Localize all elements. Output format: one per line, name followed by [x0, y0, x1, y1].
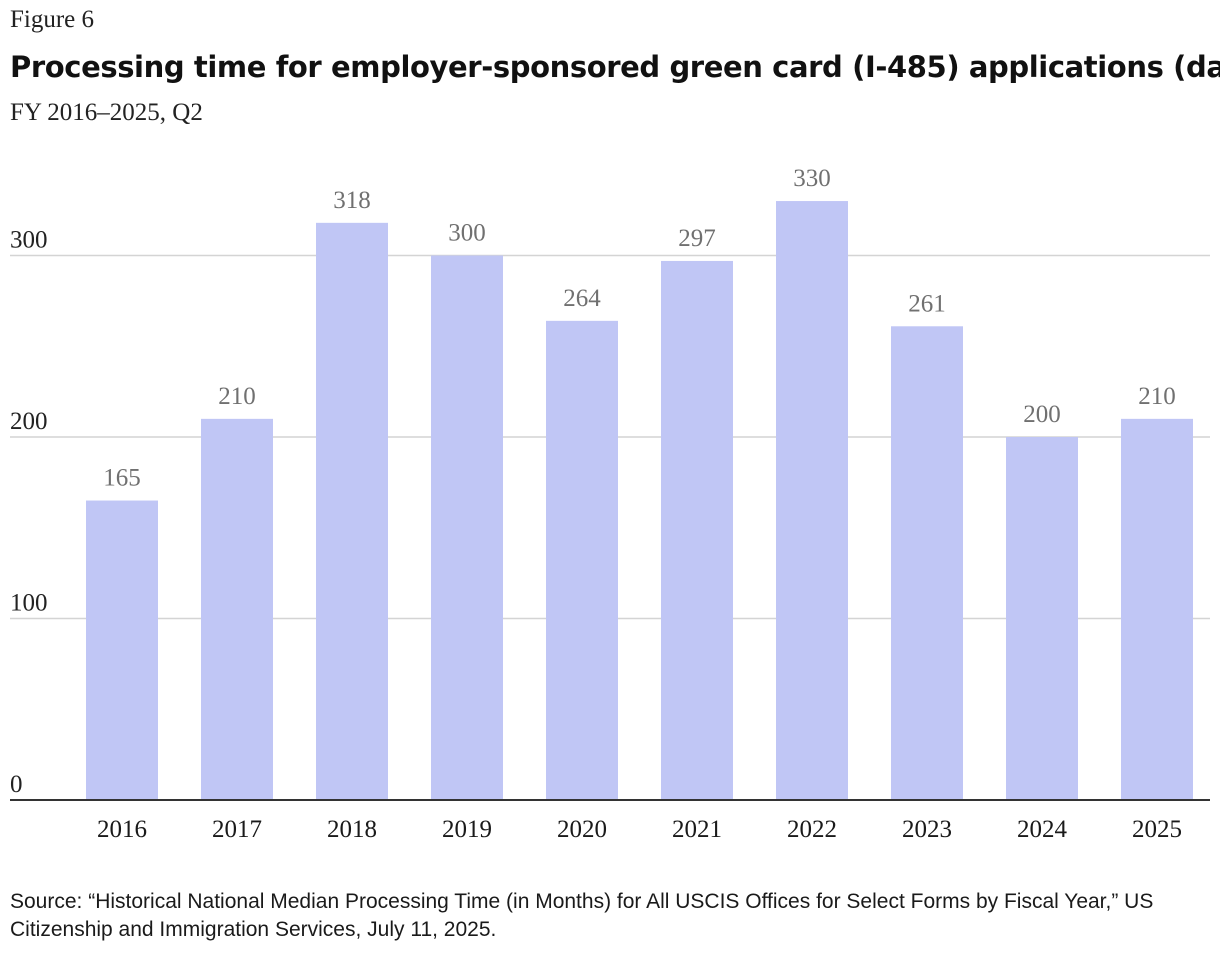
- bar-2020: [546, 320, 618, 800]
- data-label-2021: 297: [678, 225, 716, 252]
- figure-label: Figure 6: [10, 6, 95, 33]
- x-tick-label-2021: 2021: [672, 816, 722, 843]
- x-tick-label-2024: 2024: [1017, 816, 1068, 843]
- y-tick-label-300: 300: [10, 227, 48, 254]
- y-tick-label-100: 100: [10, 590, 48, 617]
- x-tick-label-2017: 2017: [212, 816, 262, 843]
- bar-2019: [431, 255, 503, 800]
- bar-2023: [891, 326, 963, 800]
- bar-chart: 0 100 200 300 165 210 318 300 264 297 330 261 200 21…: [10, 165, 1210, 843]
- x-axis-tick-labels: 2016 2017 2018 2019 2020 2021 2022 2023 2024 2025: [97, 816, 1182, 843]
- x-tick-label-2019: 2019: [442, 816, 492, 843]
- bar-2016: [86, 500, 158, 800]
- data-label-2016: 165: [103, 465, 141, 492]
- x-tick-label-2023: 2023: [902, 816, 952, 843]
- x-tick-label-2022: 2022: [787, 816, 837, 843]
- bar-2017: [201, 418, 273, 800]
- y-tick-label-0: 0: [10, 771, 23, 798]
- bar-2025: [1121, 418, 1193, 800]
- y-axis-tick-labels: 0 100 200 300: [10, 227, 48, 799]
- data-label-2022: 330: [793, 165, 831, 192]
- x-tick-label-2025: 2025: [1132, 816, 1182, 843]
- data-label-2018: 318: [333, 187, 371, 214]
- chart-title: Processing time for employer-sponsored g…: [10, 50, 1220, 84]
- x-tick-label-2020: 2020: [557, 816, 607, 843]
- data-label-2025: 210: [1138, 383, 1176, 410]
- x-tick-label-2018: 2018: [327, 816, 377, 843]
- x-tick-label-2016: 2016: [97, 816, 147, 843]
- source-note: Source: “Historical National Median Proc…: [10, 890, 1154, 941]
- bar-2024: [1006, 437, 1078, 800]
- data-label-2019: 300: [448, 220, 486, 247]
- bar-2021: [661, 260, 733, 800]
- data-label-2017: 210: [218, 383, 256, 410]
- bar-2018: [316, 222, 388, 800]
- bar-2022: [776, 201, 848, 801]
- data-label-2024: 200: [1023, 401, 1061, 428]
- y-tick-label-200: 200: [10, 408, 48, 435]
- data-label-2020: 264: [563, 285, 601, 312]
- data-labels: 165 210 318 300 264 297 330 261 200 210: [103, 165, 1176, 491]
- bars: [86, 201, 1193, 801]
- data-label-2023: 261: [908, 290, 946, 317]
- chart-subtitle: FY 2016–2025, Q2: [10, 99, 203, 126]
